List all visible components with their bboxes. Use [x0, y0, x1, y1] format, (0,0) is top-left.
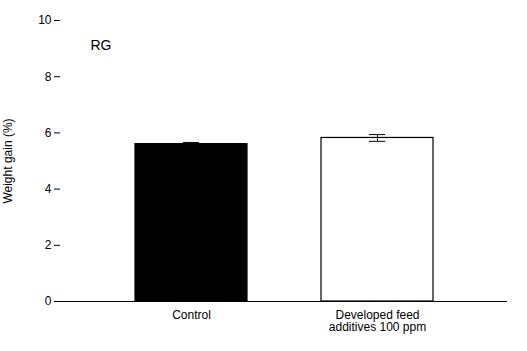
svg-text:Developed feedadditives 100 pp: Developed feedadditives 100 ppm [329, 308, 426, 334]
svg-text:8: 8 [45, 70, 52, 84]
svg-text:Control: Control [172, 308, 211, 322]
svg-text:2: 2 [45, 238, 52, 252]
svg-text:Weight gain (%): Weight gain (%) [1, 118, 15, 203]
svg-text:4: 4 [45, 182, 52, 196]
svg-text:0: 0 [45, 294, 52, 308]
svg-text:10: 10 [38, 13, 52, 27]
svg-text:RG: RG [91, 37, 112, 53]
svg-text:6: 6 [45, 126, 52, 140]
